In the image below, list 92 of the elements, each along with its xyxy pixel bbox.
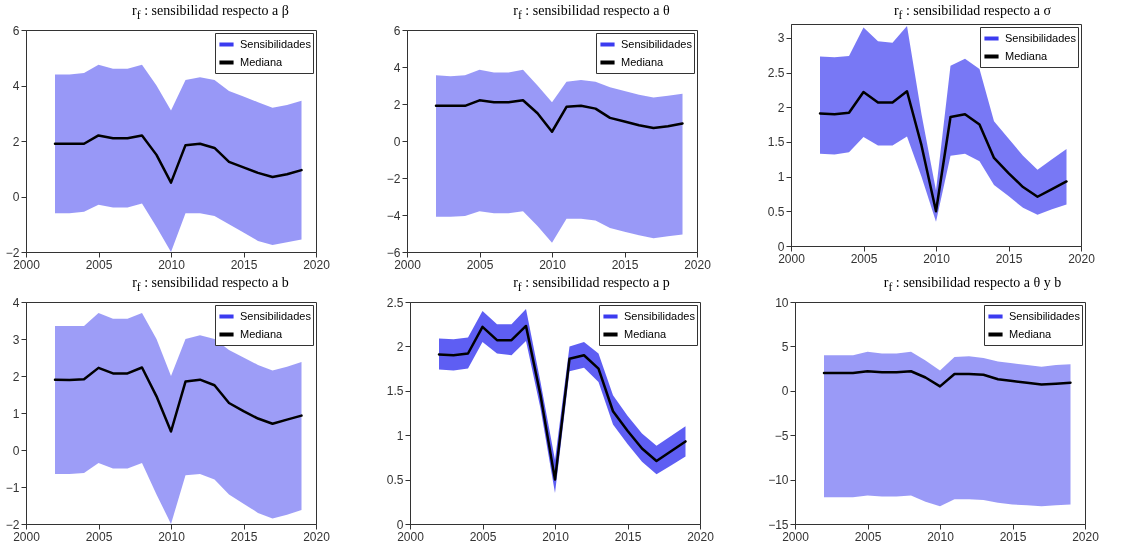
x-tick-label: 2000 [13,257,41,272]
y-tick-label: 2.5 [767,66,785,81]
y-tick-label: 6 [12,23,20,38]
x-tick-label: 2005 [85,257,113,272]
legend-label: Mediana [240,55,284,68]
y-tick-label: 0 [777,239,785,254]
x-tick-label: 2005 [466,257,494,272]
annotation: Sensibilidades [621,37,693,50]
y-tick-label: 1 [777,170,785,185]
y-tick-label: 10 [775,295,789,310]
chart-title: r$_{f}$ : sensibilidad respecto a σ [892,2,1053,22]
y-tick-label: −15 [768,517,789,532]
y-tick-label: −2 [5,517,20,532]
annotation: Sensibilidades [240,309,312,322]
x-tick-label: 2010 [542,529,570,544]
line-series [434,99,684,133]
line-series [818,90,1068,213]
x-tick-label: 2005 [854,529,882,544]
x-tick-label: 2000 [397,529,425,544]
legend-label: Mediana [1005,49,1049,62]
y-tick-label: −5 [774,428,789,443]
y-tick-label: 2 [12,369,20,384]
legend-label: Mediana [621,55,665,68]
x-tick-label: 2015 [230,529,258,544]
y-tick-label: 1.5 [767,135,785,150]
y-tick-label: 4 [393,60,401,75]
y-tick-label: 0.5 [767,204,785,219]
x-tick-label: 2000 [13,529,41,544]
x-tick-label: 2015 [230,257,258,272]
annotation: Sensibilidades [1005,31,1077,44]
chart-title: r$_{f}$ : sensibilidad respecto a θ y b [882,274,1063,294]
x-tick-label: 2010 [158,529,186,544]
y-tick-label: 3 [777,31,785,46]
x-tick-label: 2010 [158,257,186,272]
x-tick-label: 2020 [303,257,331,272]
annotation: Sensibilidades [240,37,312,50]
annotation: Sensibilidades [624,309,696,322]
chart-title: r$_{f}$ : sensibilidad respecto a θ [512,2,671,22]
x-tick-label: 2020 [1068,251,1096,266]
legend-label: Mediana [624,327,668,340]
y-tick-label: 0 [12,190,20,204]
y-tick-label: 4 [12,79,20,93]
x-tick-label: 2000 [394,257,422,272]
chart-title: r$_{f}$ : sensibilidad respecto a p [512,274,671,294]
x-tick-label: 2020 [687,529,715,544]
line-series [53,366,303,433]
y-tick-label: 5 [781,339,789,354]
y-tick-label: 3 [12,332,20,347]
y-tick-label: 0 [393,134,401,149]
x-tick-label: 2010 [539,257,567,272]
y-tick-label: −1 [5,480,20,495]
x-tick-label: 2020 [1072,529,1100,544]
y-tick-label: 2 [777,100,785,115]
y-tick-label: 1.5 [386,384,404,399]
legend-label: Mediana [1009,327,1053,340]
x-tick-label: 2015 [614,529,642,544]
line-series [53,134,303,184]
x-tick-label: 2010 [923,251,951,266]
x-tick-label: 2020 [684,257,712,272]
annotation: Sensibilidades [1009,309,1081,322]
y-tick-label: −6 [386,245,401,260]
y-tick-label: 0 [396,517,404,532]
y-tick-label: 4 [12,295,20,310]
x-tick-label: 2005 [469,529,497,544]
legend-label: Mediana [240,327,284,340]
y-tick-label: 1 [396,428,404,443]
x-tick-label: 2010 [927,529,955,544]
y-tick-label: 2 [12,134,20,149]
x-tick-label: 2015 [999,529,1027,544]
y-tick-label: 2 [396,339,404,354]
y-tick-label: 1 [12,406,20,421]
x-tick-label: 2015 [611,257,639,272]
y-tick-label: −2 [5,245,20,260]
y-tick-label: 0 [781,384,789,399]
x-tick-label: 2000 [782,529,810,544]
y-tick-label: −10 [768,473,789,488]
x-tick-label: 2000 [778,251,806,266]
y-tick-label: 0.5 [386,473,404,488]
y-tick-label: −4 [386,208,401,223]
line-series [822,370,1072,388]
chart-title: r$_{f}$ : sensibilidad respecto a β [131,2,290,22]
y-tick-label: 0 [12,443,20,458]
chart-title: r$_{f}$ : sensibilidad respecto a b [131,274,290,294]
y-tick-label: 6 [393,23,401,38]
y-tick-label: −2 [386,171,401,186]
y-tick-label: 2 [393,97,401,112]
x-tick-label: 2015 [995,251,1023,266]
y-tick-label: 2.5 [386,295,404,310]
line-series [437,324,687,481]
x-tick-label: 2005 [85,529,113,544]
x-tick-label: 2005 [850,251,878,266]
x-tick-label: 2020 [303,529,331,544]
